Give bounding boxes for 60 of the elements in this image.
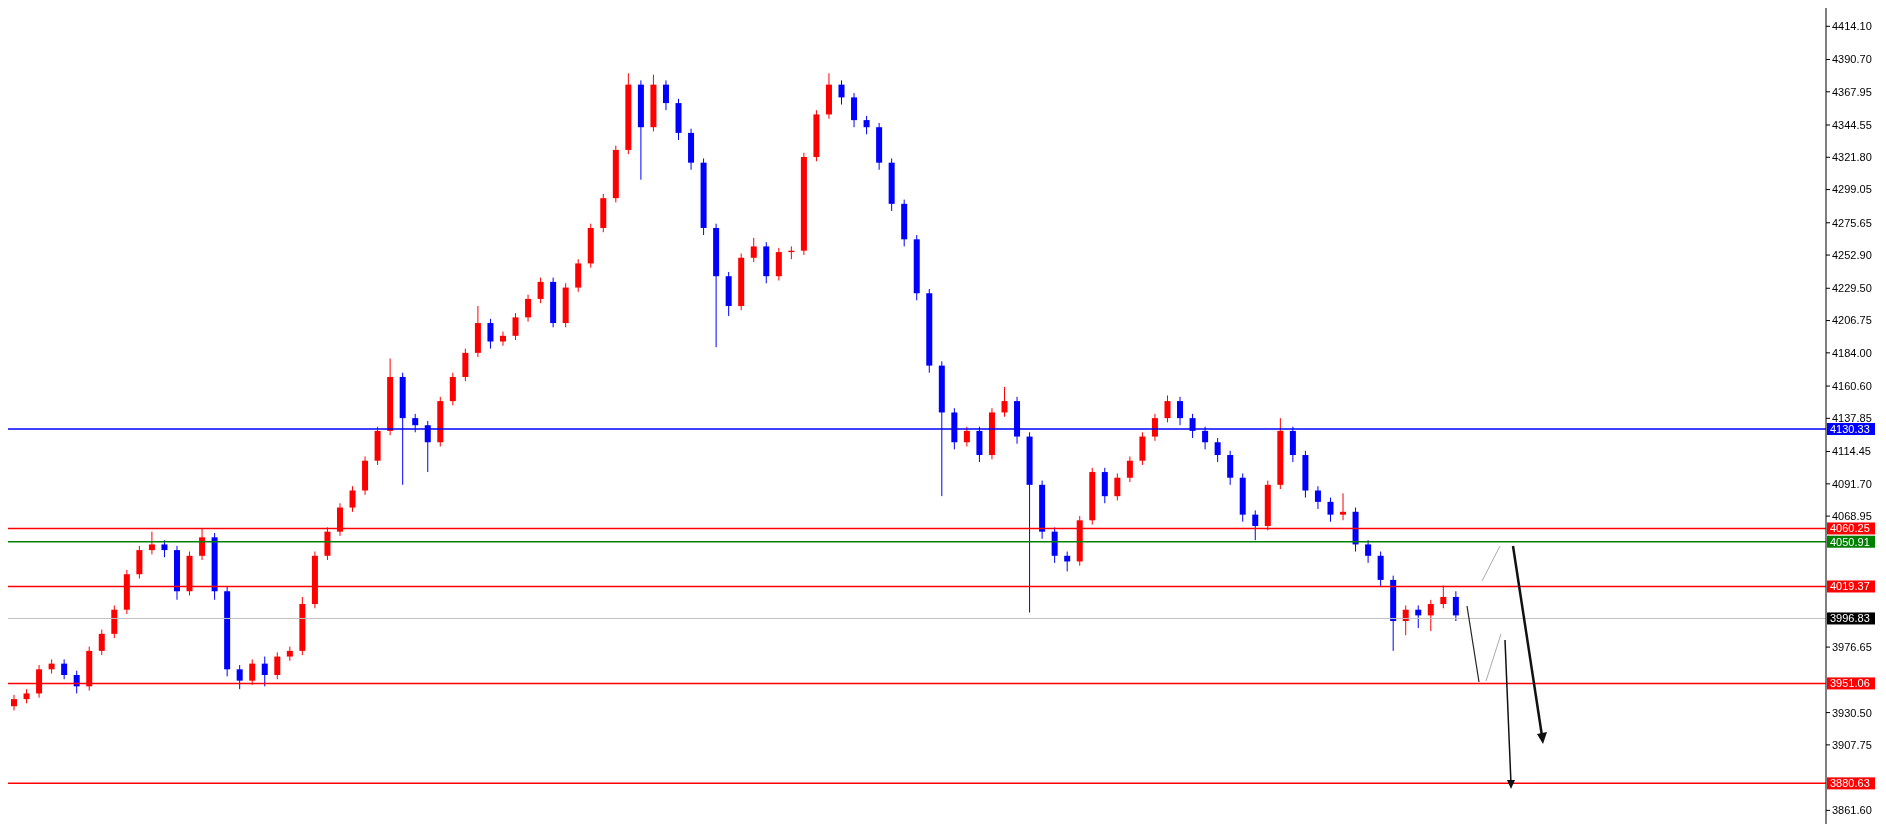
candlestick (512, 312, 519, 341)
y-tick-label: 4414.10 (1832, 20, 1872, 33)
candlestick (838, 79, 845, 105)
y-tick-label: 4390.70 (1832, 53, 1872, 66)
y-tick-label: 3861.60 (1832, 804, 1872, 817)
candlestick (349, 485, 356, 513)
candlestick (1314, 485, 1321, 510)
candlestick (662, 79, 669, 111)
candlestick (750, 237, 757, 263)
candlestick (61, 658, 68, 680)
candlestick (1001, 386, 1008, 418)
y-tick-label: 4160.60 (1832, 379, 1872, 392)
y-tick-label: 4344.55 (1832, 118, 1872, 131)
candlestick (148, 531, 155, 555)
candlestick (525, 294, 532, 323)
candlestick (1327, 497, 1334, 523)
y-tick-label: 4137.85 (1832, 412, 1872, 425)
candlestick (1164, 394, 1171, 423)
ref-line-label: 3996.83 (1830, 612, 1870, 625)
candlestick (236, 664, 243, 690)
y-tick-label: 3976.65 (1832, 641, 1872, 654)
candlestick (1452, 590, 1459, 622)
candlestick (963, 426, 970, 448)
candlestick (537, 277, 544, 304)
y-tick-label: 3907.75 (1832, 738, 1872, 751)
candlestick (1427, 599, 1434, 632)
candlestick (1365, 539, 1372, 564)
candlestick (1252, 509, 1259, 541)
y-tick-label: 4091.70 (1832, 477, 1872, 490)
y-tick-label: 4206.75 (1832, 314, 1872, 327)
ref-line-label: 4019.37 (1830, 580, 1870, 593)
y-tick-label: 4252.90 (1832, 248, 1872, 261)
y-tick-label: 4068.95 (1832, 510, 1872, 523)
y-tick-label: 4184.00 (1832, 346, 1872, 359)
ref-line-label: 3880.63 (1830, 777, 1870, 790)
y-tick-label: 4299.05 (1832, 183, 1872, 196)
y-tick-label: 4321.80 (1832, 151, 1872, 164)
candlestick (1114, 472, 1121, 501)
candlestick (1214, 437, 1221, 463)
candlestick (274, 651, 281, 680)
y-tick-label: 4367.95 (1832, 85, 1872, 98)
candlestick (11, 694, 17, 711)
candlestick (98, 629, 105, 656)
candlestick (1177, 396, 1184, 426)
candlestick (1151, 413, 1158, 442)
y-tick-label: 4229.50 (1832, 282, 1872, 295)
candlestick (1227, 450, 1234, 486)
candlestick (1126, 455, 1133, 483)
candlestick (863, 115, 870, 135)
y-tick-label: 3930.50 (1832, 706, 1872, 719)
ref-line-label: 4050.91 (1830, 535, 1870, 548)
candlestick (487, 318, 494, 350)
ref-line-label: 4130.33 (1830, 423, 1870, 436)
y-tick-label: 4275.65 (1832, 216, 1872, 229)
ref-line-label: 3951.06 (1830, 677, 1870, 690)
candlestick (1340, 492, 1347, 521)
ref-line-label: 4060.25 (1830, 522, 1870, 535)
y-tick-label: 4114.45 (1832, 445, 1871, 458)
candlestick (851, 92, 858, 128)
candlestick (261, 656, 268, 687)
